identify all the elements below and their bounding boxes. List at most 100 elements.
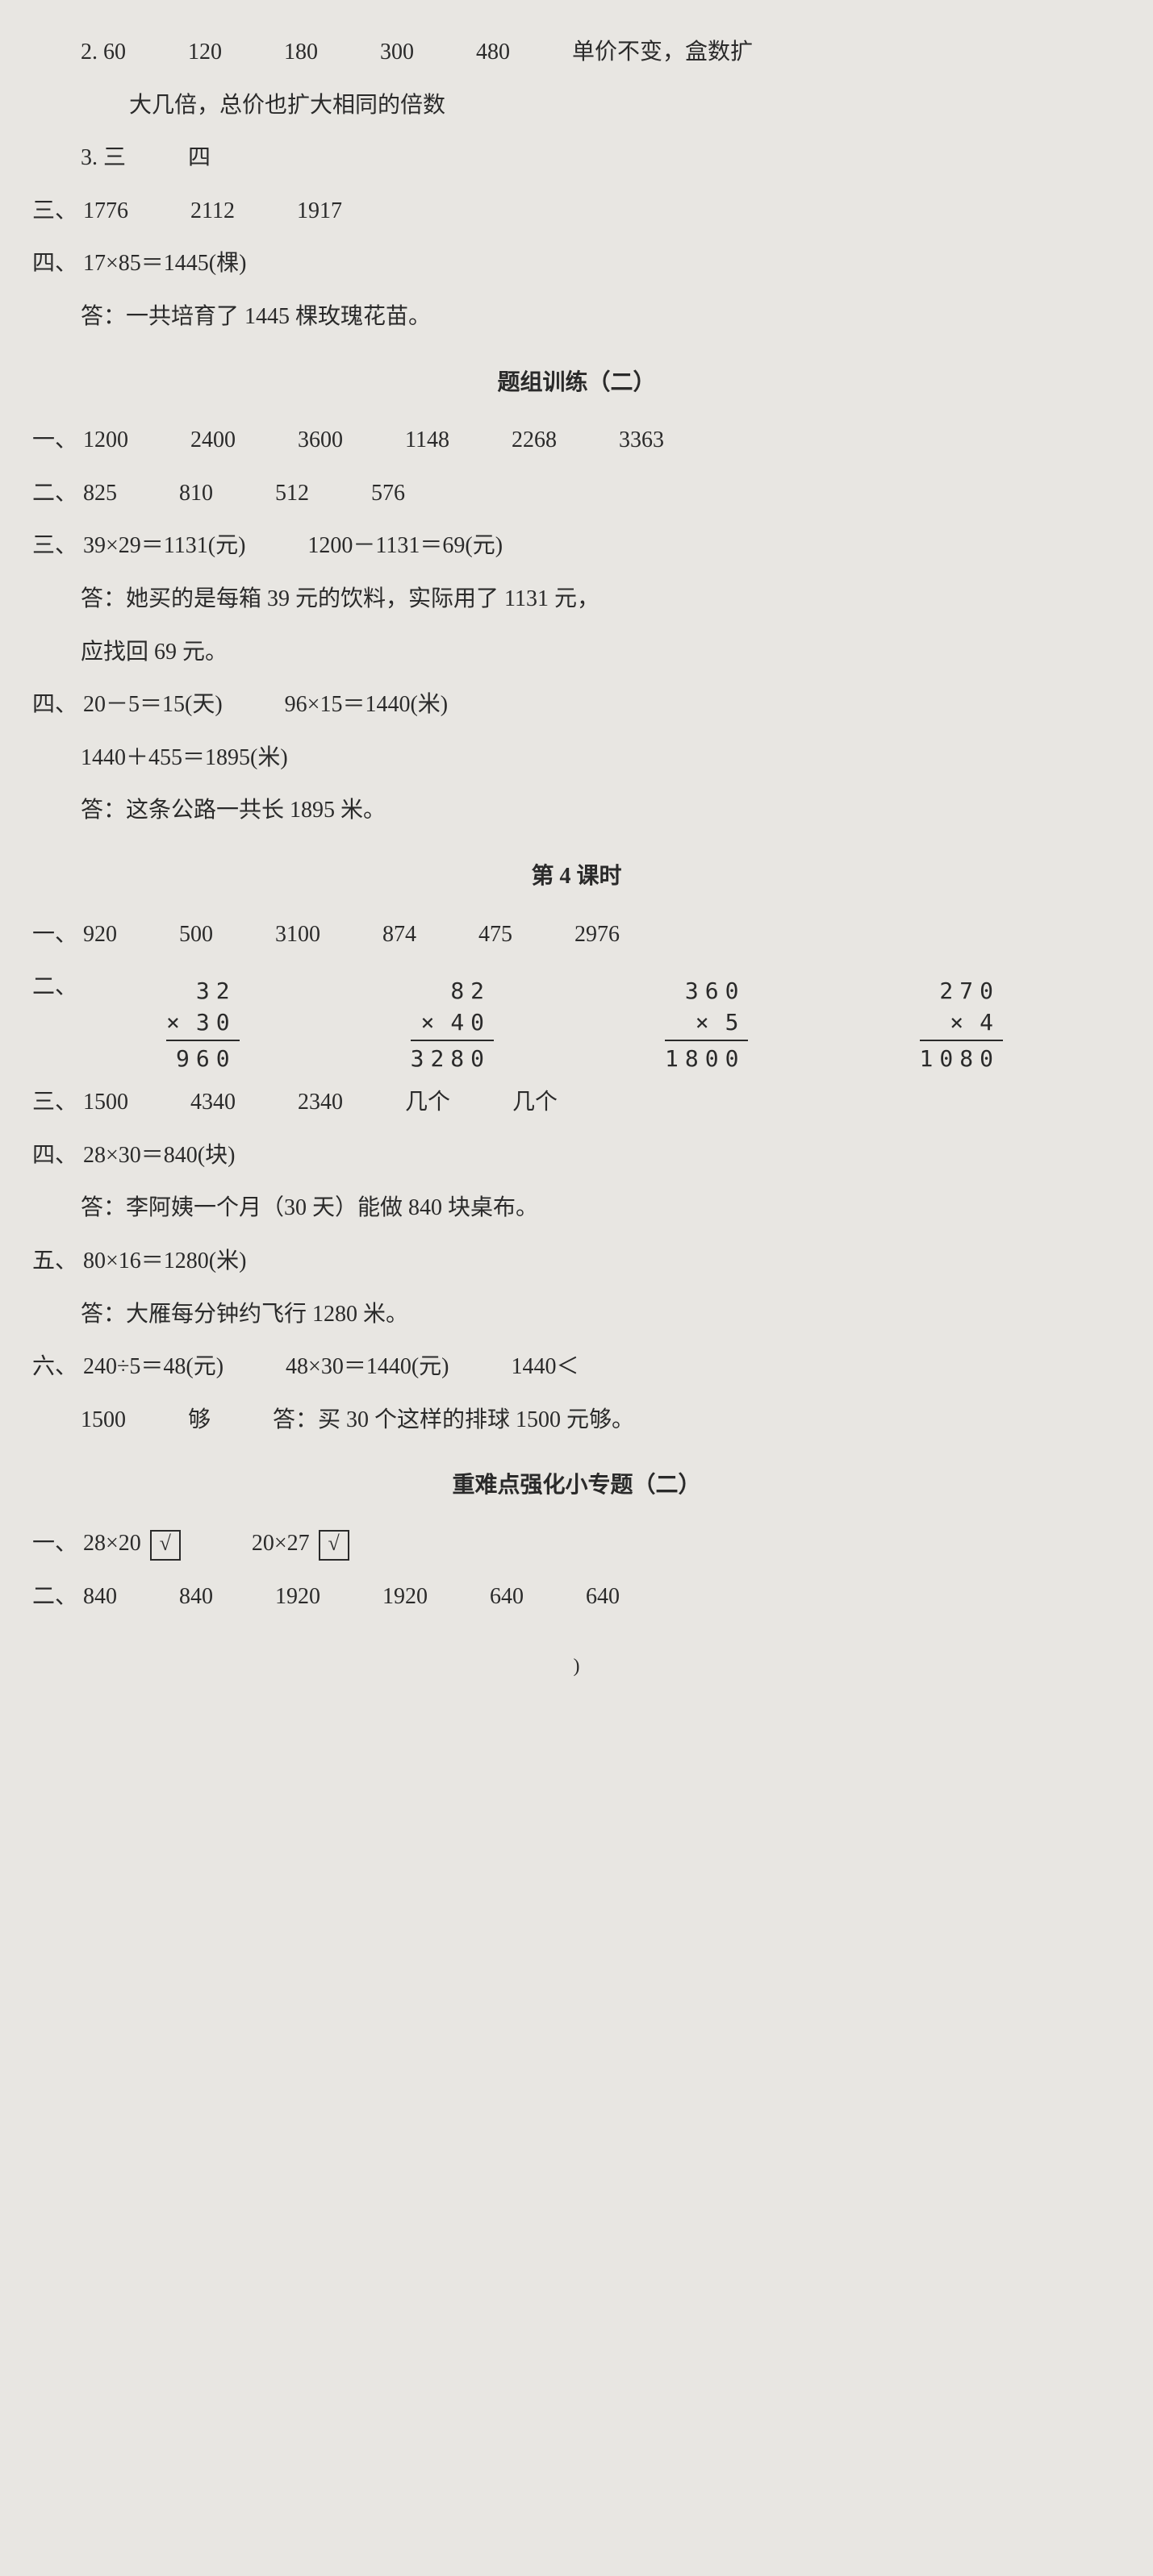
answer-text: 答：大雁每分钟约飞行 1280 米。 xyxy=(81,1302,408,1327)
lesson4-wu-1: 五、 80×16＝1280(米) xyxy=(32,1236,1121,1286)
q3-label: 3. xyxy=(81,145,98,170)
lesson4-yi: 一、 920 500 3100 874 475 2976 xyxy=(32,910,1121,960)
lesson4-si-1: 四、 28×30＝840(块) xyxy=(32,1131,1121,1181)
section-label: 一、 xyxy=(32,427,77,452)
mult-top: 32 xyxy=(166,975,240,1007)
tizu2-san-ans2: 应找回 69 元。 xyxy=(32,627,1121,677)
answer-text: 应找回 69 元。 xyxy=(81,640,228,665)
mult-mid: ×40 xyxy=(411,1007,494,1041)
lesson4-si-ans: 答：李阿姨一个月（30 天）能做 840 块桌布。 xyxy=(32,1183,1121,1233)
val: 120 xyxy=(188,40,222,65)
mult-mid: ×4 xyxy=(920,1007,1003,1041)
val: 1500 xyxy=(83,1090,128,1115)
val: 四 xyxy=(188,145,211,170)
zhuanti2-title: 重难点强化小专题（二） xyxy=(32,1461,1121,1511)
text: 单价不变，盒数扩 xyxy=(572,40,753,65)
lesson4-wu-ans: 答：大雁每分钟约飞行 1280 米。 xyxy=(32,1290,1121,1340)
expr: 1440＋455＝1895(米) xyxy=(81,745,288,770)
mult-mid: ×30 xyxy=(166,1007,240,1041)
section-label: 三、 xyxy=(32,198,77,223)
section-label: 三、 xyxy=(32,1090,77,1115)
mult-res: 3280 xyxy=(411,1041,494,1074)
mult-block-3: 270 ×4 1080 xyxy=(920,975,1003,1075)
check-icon: √ xyxy=(150,1530,181,1561)
val: 1917 xyxy=(297,198,342,223)
tizu2-title: 题组训练（二） xyxy=(32,358,1121,408)
val: 640 xyxy=(490,1584,524,1609)
val: 1148 xyxy=(405,427,449,452)
mult-row: 32 ×30 960 82 ×40 3280 360 ×5 1800 270 ×… xyxy=(81,975,1088,1075)
zhuanti2-yi: 一、 28×20 √ 20×27 √ xyxy=(32,1519,1121,1569)
tizu2-san-1: 三、 39×29＝1131(元) 1200－1131＝69(元) xyxy=(32,521,1121,571)
zhuanti2-er: 二、 840 840 1920 1920 640 640 xyxy=(32,1572,1121,1622)
mult-mid: ×5 xyxy=(665,1007,748,1041)
answer-text: 答：这条公路一共长 1895 米。 xyxy=(81,798,386,823)
expr: 28×30＝840(块) xyxy=(83,1143,235,1168)
val: 1920 xyxy=(382,1584,428,1609)
expr: 28×20 xyxy=(83,1531,141,1556)
section-label: 六、 xyxy=(32,1354,77,1379)
expr: 20－5＝15(天) xyxy=(83,692,223,717)
val: 60 xyxy=(103,40,126,65)
val: 3100 xyxy=(275,922,320,947)
val: 2268 xyxy=(512,427,557,452)
val: 480 xyxy=(476,40,510,65)
answer-text: 答：一共培育了 1445 棵玫瑰花苗。 xyxy=(81,304,431,329)
val: 够 xyxy=(188,1407,211,1432)
val: 3363 xyxy=(619,427,664,452)
lesson4-liu-2: 1500 够 答：买 30 个这样的排球 1500 元够。 xyxy=(32,1395,1121,1445)
mult-mid-val: 5 xyxy=(725,1009,746,1036)
check-icon: √ xyxy=(319,1530,349,1561)
val: 三 xyxy=(103,145,126,170)
tizu2-si-ans: 答：这条公路一共长 1895 米。 xyxy=(32,786,1121,836)
mult-mid-val: 4 xyxy=(980,1009,1000,1036)
section-label: 二、 xyxy=(32,481,77,506)
q2-num: 2. xyxy=(81,40,98,65)
answer-text: 答：李阿姨一个月（30 天）能做 840 块桌布。 xyxy=(81,1195,538,1220)
val: 180 xyxy=(284,40,318,65)
val: 300 xyxy=(380,40,414,65)
val: 810 xyxy=(179,481,213,506)
tizu2-er: 二、 825 810 512 576 xyxy=(32,469,1121,519)
section-label: 四、 xyxy=(32,251,77,276)
text: 大几倍，总价也扩大相同的倍数 xyxy=(129,93,445,118)
lesson4-san: 三、 1500 4340 2340 几个 几个 xyxy=(32,1078,1121,1128)
footer-mark: ) xyxy=(32,1645,1121,1688)
val: 1200 xyxy=(83,427,128,452)
val: 2400 xyxy=(190,427,236,452)
val: 4340 xyxy=(190,1090,236,1115)
val: 1776 xyxy=(83,198,128,223)
answer-text: 答：买 30 个这样的排球 1500 元够。 xyxy=(273,1407,634,1432)
section-label: 四、 xyxy=(32,1143,77,1168)
expr: 240÷5＝48(元) xyxy=(83,1354,223,1379)
section-label: 四、 xyxy=(32,692,77,717)
val: 825 xyxy=(83,481,117,506)
answer-text: 答：她买的是每箱 39 元的饮料，实际用了 1131 元， xyxy=(81,586,599,611)
val: 2340 xyxy=(298,1090,343,1115)
expr: 80×16＝1280(米) xyxy=(83,1248,246,1273)
val: 2112 xyxy=(190,198,235,223)
lesson4-title: 第 4 课时 xyxy=(32,852,1121,902)
mult-res: 1080 xyxy=(920,1041,1003,1074)
section-label: 二、 xyxy=(32,974,77,999)
section-label: 一、 xyxy=(32,1531,77,1556)
val: 1920 xyxy=(275,1584,320,1609)
mult-sign-icon: × xyxy=(950,1009,963,1036)
section-label: 五、 xyxy=(32,1248,77,1273)
san-line: 三、 1776 2112 1917 xyxy=(32,186,1121,236)
expr: 20×27 xyxy=(252,1531,310,1556)
expr: 17×85＝1445(棵) xyxy=(83,251,246,276)
mult-sign-icon: × xyxy=(696,1009,709,1036)
si-line1: 四、 17×85＝1445(棵) xyxy=(32,239,1121,289)
si-ans: 答：一共培育了 1445 棵玫瑰花苗。 xyxy=(32,292,1121,342)
val: 2976 xyxy=(574,922,620,947)
tizu2-san-ans1: 答：她买的是每箱 39 元的饮料，实际用了 1131 元， xyxy=(32,574,1121,624)
val: 475 xyxy=(478,922,512,947)
expr: 1440＜ xyxy=(512,1354,579,1379)
val: 576 xyxy=(371,481,405,506)
tizu2-si-2: 1440＋455＝1895(米) xyxy=(32,733,1121,783)
mult-block-2: 360 ×5 1800 xyxy=(665,975,748,1075)
val: 840 xyxy=(83,1584,117,1609)
mult-sign-icon: × xyxy=(166,1009,180,1036)
expr: 39×29＝1131(元) xyxy=(83,533,245,558)
